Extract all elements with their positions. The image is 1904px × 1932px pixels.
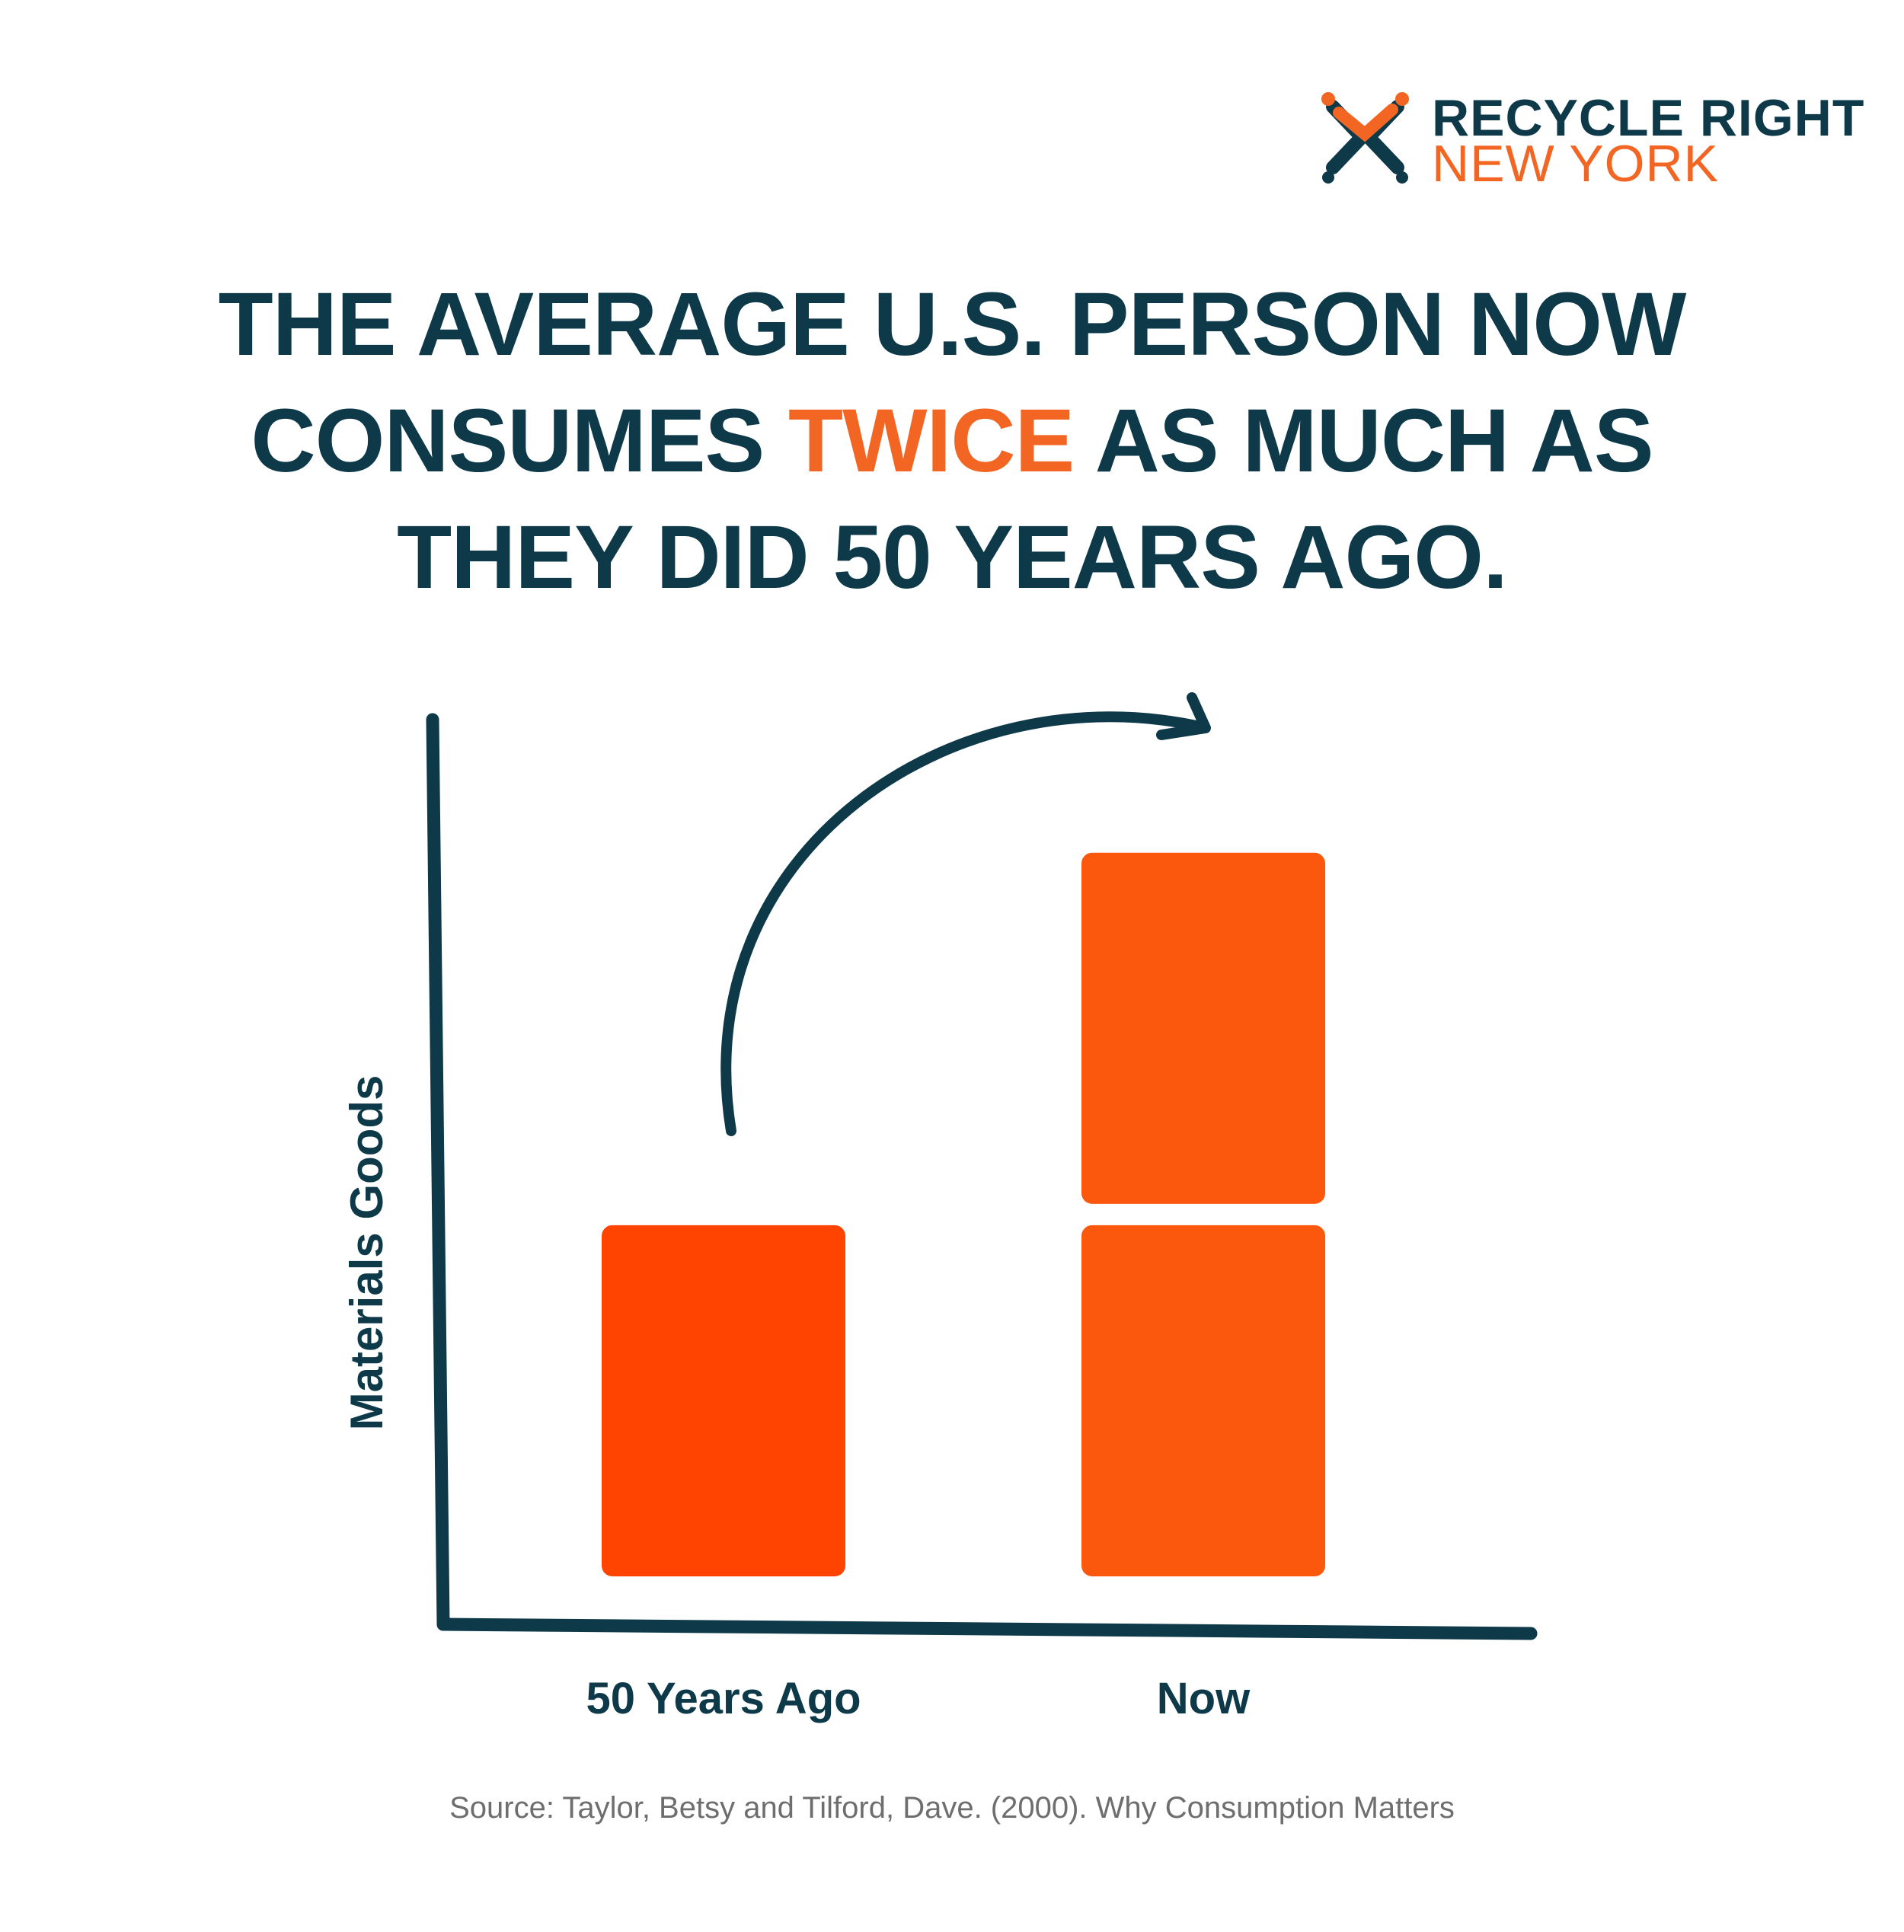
y-axis [426,713,450,1631]
bars-group [602,852,1325,1576]
x-tick-labels: 50 Years Ago Now [586,1674,1251,1723]
curved-arrow [720,711,1209,1136]
headline-line-2: CONSUMES TWICE AS MUCH AS [152,383,1752,500]
headline: THE AVERAGE U.S. PERSON NOW CONSUMES TWI… [152,267,1752,616]
consumption-bar-chart: Materials Goods 50 Years Ago Now [341,692,1538,1723]
curved-arrow-head [1156,692,1211,740]
headline-line-1: THE AVERAGE U.S. PERSON NOW [218,274,1687,375]
recycle-right-ny-logo: RECYCLE RIGHT NEW YORK [1318,90,1864,193]
logo-text-new-york: NEW YORK [1432,135,1720,193]
headline-line-2-end: AS MUCH AS [1074,391,1654,491]
bar-past-block-1 [602,1225,845,1576]
recycle-people-icon [1321,92,1409,184]
logo-text-recycle-right: RECYCLE RIGHT [1432,89,1865,147]
x-tick-label-past: 50 Years Ago [586,1674,861,1723]
y-axis-label: Materials Goods [341,1075,392,1431]
x-axis [436,1617,1538,1640]
bar-now-block-2 [1081,852,1325,1204]
headline-line-2-start: CONSUMES [251,391,789,491]
x-tick-label-now: Now [1157,1674,1251,1723]
source-citation: Source: Taylor, Betsy and Tilford, Dave.… [449,1791,1455,1825]
headline-highlight-twice: TWICE [788,391,1075,491]
bar-now-block-1 [1081,1225,1325,1576]
headline-line-3: THEY DID 50 YEARS AGO. [397,507,1508,608]
